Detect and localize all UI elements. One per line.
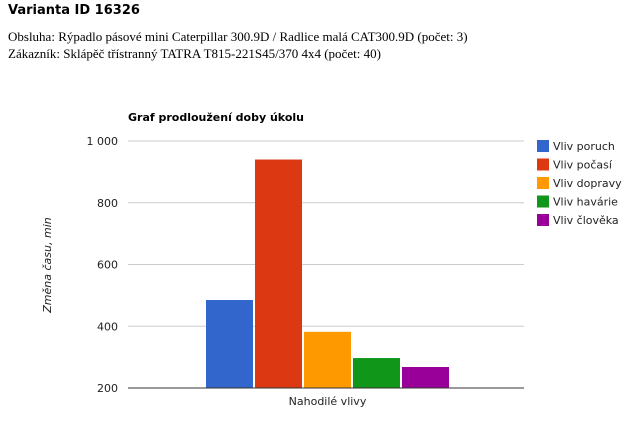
legend-swatch — [537, 177, 549, 189]
y-tick-labels: 200 400 600 800 1 000 — [87, 135, 119, 395]
legend-swatch — [537, 158, 549, 171]
legend: Vliv poruch Vliv počasí Vliv dopravy Vliv h… — [537, 140, 622, 227]
bar-5 — [402, 367, 449, 388]
y-tick-label: 200 — [97, 382, 118, 395]
y-axis-label: Změna času, min — [41, 217, 54, 313]
bar-2 — [255, 159, 302, 388]
legend-label: Vliv dopravy — [553, 177, 622, 190]
y-tick-label: 400 — [97, 320, 118, 333]
legend-swatch — [537, 214, 549, 226]
category-label: Nahodilé vlivy — [289, 395, 367, 408]
operator-info: Obsluha: Rýpadlo pásové mini Caterpillar… — [8, 29, 468, 44]
legend-label: Vliv poruch — [553, 140, 615, 153]
legend-swatch — [537, 195, 549, 208]
legend-label: Vliv člověka — [553, 214, 619, 227]
legend-label: Vliv havárie — [553, 196, 618, 209]
y-tick-label: 1 000 — [87, 135, 119, 148]
legend-label: Vliv počasí — [553, 159, 613, 172]
customer-info: Zákazník: Sklápěč třístranný TATRA T815-… — [8, 46, 381, 61]
bar-4 — [353, 358, 400, 388]
bar-3 — [304, 331, 351, 388]
y-tick-label: 800 — [97, 197, 118, 210]
y-tick-label: 600 — [97, 259, 118, 272]
page-title: Varianta ID 16326 — [8, 3, 140, 18]
bars — [206, 159, 449, 388]
legend-swatch — [537, 140, 549, 152]
chart-grid — [128, 140, 524, 327]
bar-1 — [206, 300, 253, 388]
chart-title: Graf prodloužení doby úkolu — [128, 111, 304, 124]
